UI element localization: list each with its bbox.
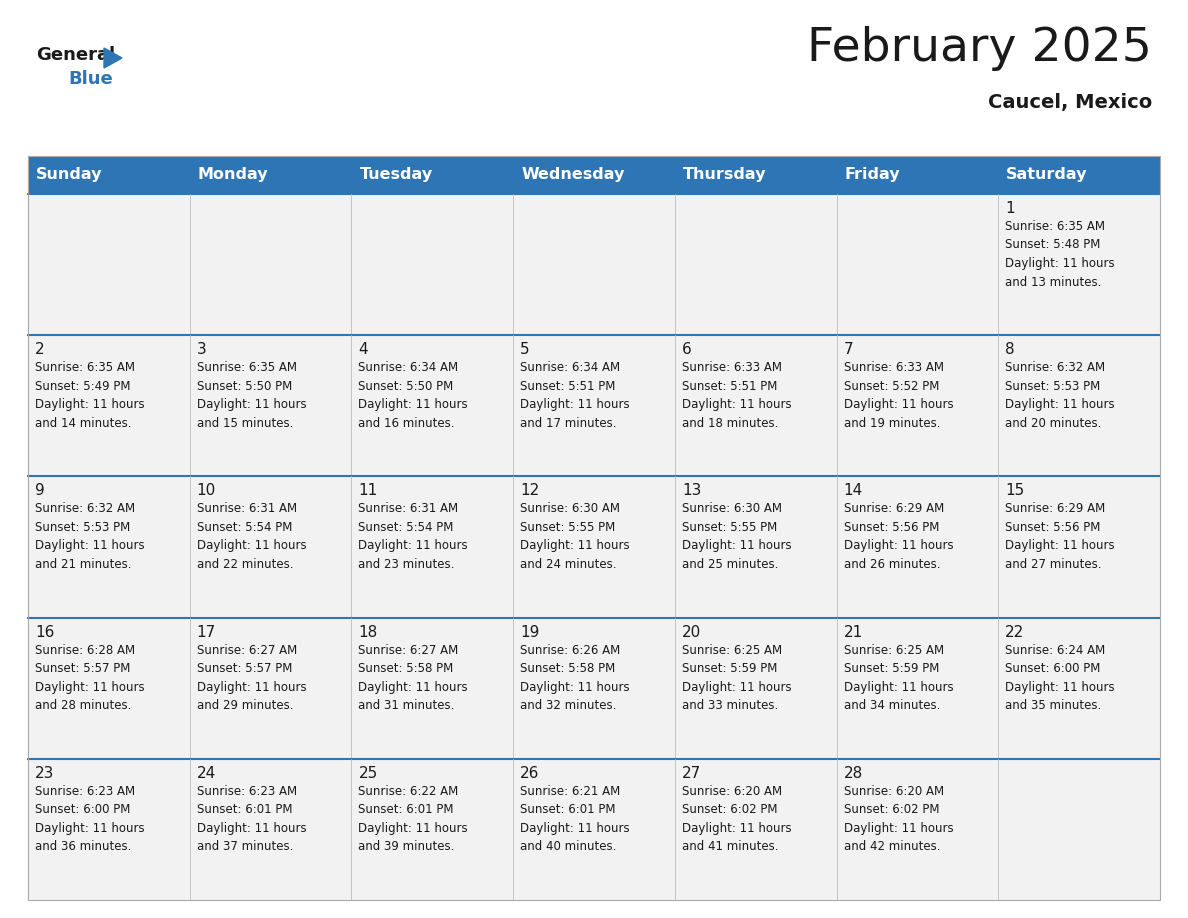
Text: 9: 9	[34, 484, 45, 498]
Text: 19: 19	[520, 624, 539, 640]
Text: 16: 16	[34, 624, 55, 640]
Text: Thursday: Thursday	[683, 167, 766, 183]
Bar	[29, 194, 1159, 335]
Text: Tuesday: Tuesday	[360, 167, 432, 183]
Text: Sunrise: 6:34 AM
Sunset: 5:50 PM
Daylight: 11 hours
and 16 minutes.: Sunrise: 6:34 AM Sunset: 5:50 PM Dayligh…	[359, 361, 468, 430]
Text: Sunrise: 6:27 AM
Sunset: 5:57 PM
Daylight: 11 hours
and 29 minutes.: Sunrise: 6:27 AM Sunset: 5:57 PM Dayligh…	[197, 644, 307, 712]
Text: 7: 7	[843, 342, 853, 357]
Text: 22: 22	[1005, 624, 1024, 640]
Text: February 2025: February 2025	[807, 26, 1152, 71]
Text: Monday: Monday	[197, 167, 268, 183]
Text: Sunrise: 6:33 AM
Sunset: 5:51 PM
Daylight: 11 hours
and 18 minutes.: Sunrise: 6:33 AM Sunset: 5:51 PM Dayligh…	[682, 361, 791, 430]
Text: Saturday: Saturday	[1006, 167, 1088, 183]
Text: Sunrise: 6:25 AM
Sunset: 5:59 PM
Daylight: 11 hours
and 34 minutes.: Sunrise: 6:25 AM Sunset: 5:59 PM Dayligh…	[843, 644, 953, 712]
Text: Sunrise: 6:26 AM
Sunset: 5:58 PM
Daylight: 11 hours
and 32 minutes.: Sunrise: 6:26 AM Sunset: 5:58 PM Dayligh…	[520, 644, 630, 712]
Text: Sunrise: 6:30 AM
Sunset: 5:55 PM
Daylight: 11 hours
and 24 minutes.: Sunrise: 6:30 AM Sunset: 5:55 PM Dayligh…	[520, 502, 630, 571]
Text: 17: 17	[197, 624, 216, 640]
Text: 23: 23	[34, 766, 55, 781]
Bar	[29, 759, 1159, 900]
Text: Sunrise: 6:25 AM
Sunset: 5:59 PM
Daylight: 11 hours
and 33 minutes.: Sunrise: 6:25 AM Sunset: 5:59 PM Dayligh…	[682, 644, 791, 712]
Text: 8: 8	[1005, 342, 1015, 357]
Text: Sunrise: 6:31 AM
Sunset: 5:54 PM
Daylight: 11 hours
and 23 minutes.: Sunrise: 6:31 AM Sunset: 5:54 PM Dayligh…	[359, 502, 468, 571]
Text: 21: 21	[843, 624, 862, 640]
Text: Sunrise: 6:33 AM
Sunset: 5:52 PM
Daylight: 11 hours
and 19 minutes.: Sunrise: 6:33 AM Sunset: 5:52 PM Dayligh…	[843, 361, 953, 430]
Bar	[29, 618, 1159, 759]
Text: 3: 3	[197, 342, 207, 357]
Text: Blue: Blue	[68, 70, 113, 88]
Text: Sunrise: 6:23 AM
Sunset: 6:01 PM
Daylight: 11 hours
and 37 minutes.: Sunrise: 6:23 AM Sunset: 6:01 PM Dayligh…	[197, 785, 307, 854]
Text: Sunrise: 6:32 AM
Sunset: 5:53 PM
Daylight: 11 hours
and 20 minutes.: Sunrise: 6:32 AM Sunset: 5:53 PM Dayligh…	[1005, 361, 1114, 430]
Text: Sunrise: 6:30 AM
Sunset: 5:55 PM
Daylight: 11 hours
and 25 minutes.: Sunrise: 6:30 AM Sunset: 5:55 PM Dayligh…	[682, 502, 791, 571]
Text: 14: 14	[843, 484, 862, 498]
Text: Sunrise: 6:35 AM
Sunset: 5:48 PM
Daylight: 11 hours
and 13 minutes.: Sunrise: 6:35 AM Sunset: 5:48 PM Dayligh…	[1005, 220, 1114, 288]
Text: Sunrise: 6:27 AM
Sunset: 5:58 PM
Daylight: 11 hours
and 31 minutes.: Sunrise: 6:27 AM Sunset: 5:58 PM Dayligh…	[359, 644, 468, 712]
Text: Sunday: Sunday	[36, 167, 102, 183]
Bar	[29, 156, 1159, 900]
Text: Sunrise: 6:20 AM
Sunset: 6:02 PM
Daylight: 11 hours
and 41 minutes.: Sunrise: 6:20 AM Sunset: 6:02 PM Dayligh…	[682, 785, 791, 854]
Text: Sunrise: 6:24 AM
Sunset: 6:00 PM
Daylight: 11 hours
and 35 minutes.: Sunrise: 6:24 AM Sunset: 6:00 PM Dayligh…	[1005, 644, 1114, 712]
Text: 10: 10	[197, 484, 216, 498]
Text: 15: 15	[1005, 484, 1024, 498]
Text: Sunrise: 6:29 AM
Sunset: 5:56 PM
Daylight: 11 hours
and 27 minutes.: Sunrise: 6:29 AM Sunset: 5:56 PM Dayligh…	[1005, 502, 1114, 571]
Text: Sunrise: 6:20 AM
Sunset: 6:02 PM
Daylight: 11 hours
and 42 minutes.: Sunrise: 6:20 AM Sunset: 6:02 PM Dayligh…	[843, 785, 953, 854]
Text: 24: 24	[197, 766, 216, 781]
Text: Sunrise: 6:28 AM
Sunset: 5:57 PM
Daylight: 11 hours
and 28 minutes.: Sunrise: 6:28 AM Sunset: 5:57 PM Dayligh…	[34, 644, 145, 712]
Bar	[29, 156, 1159, 194]
Text: Sunrise: 6:29 AM
Sunset: 5:56 PM
Daylight: 11 hours
and 26 minutes.: Sunrise: 6:29 AM Sunset: 5:56 PM Dayligh…	[843, 502, 953, 571]
Text: Sunrise: 6:22 AM
Sunset: 6:01 PM
Daylight: 11 hours
and 39 minutes.: Sunrise: 6:22 AM Sunset: 6:01 PM Dayligh…	[359, 785, 468, 854]
Text: 27: 27	[682, 766, 701, 781]
Text: Sunrise: 6:35 AM
Sunset: 5:49 PM
Daylight: 11 hours
and 14 minutes.: Sunrise: 6:35 AM Sunset: 5:49 PM Dayligh…	[34, 361, 145, 430]
Text: Sunrise: 6:35 AM
Sunset: 5:50 PM
Daylight: 11 hours
and 15 minutes.: Sunrise: 6:35 AM Sunset: 5:50 PM Dayligh…	[197, 361, 307, 430]
Text: 4: 4	[359, 342, 368, 357]
Text: Sunrise: 6:32 AM
Sunset: 5:53 PM
Daylight: 11 hours
and 21 minutes.: Sunrise: 6:32 AM Sunset: 5:53 PM Dayligh…	[34, 502, 145, 571]
Text: 25: 25	[359, 766, 378, 781]
Text: 18: 18	[359, 624, 378, 640]
Text: 26: 26	[520, 766, 539, 781]
Text: 1: 1	[1005, 201, 1015, 216]
Text: 20: 20	[682, 624, 701, 640]
Text: 2: 2	[34, 342, 45, 357]
Text: Caucel, Mexico: Caucel, Mexico	[987, 93, 1152, 112]
Text: 5: 5	[520, 342, 530, 357]
Bar	[29, 335, 1159, 476]
Text: 28: 28	[843, 766, 862, 781]
Polygon shape	[105, 48, 122, 68]
Text: 11: 11	[359, 484, 378, 498]
Text: Wednesday: Wednesday	[522, 167, 625, 183]
Text: 12: 12	[520, 484, 539, 498]
Text: Sunrise: 6:21 AM
Sunset: 6:01 PM
Daylight: 11 hours
and 40 minutes.: Sunrise: 6:21 AM Sunset: 6:01 PM Dayligh…	[520, 785, 630, 854]
Text: Friday: Friday	[845, 167, 901, 183]
Text: Sunrise: 6:23 AM
Sunset: 6:00 PM
Daylight: 11 hours
and 36 minutes.: Sunrise: 6:23 AM Sunset: 6:00 PM Dayligh…	[34, 785, 145, 854]
Text: Sunrise: 6:31 AM
Sunset: 5:54 PM
Daylight: 11 hours
and 22 minutes.: Sunrise: 6:31 AM Sunset: 5:54 PM Dayligh…	[197, 502, 307, 571]
Text: Sunrise: 6:34 AM
Sunset: 5:51 PM
Daylight: 11 hours
and 17 minutes.: Sunrise: 6:34 AM Sunset: 5:51 PM Dayligh…	[520, 361, 630, 430]
Bar	[29, 476, 1159, 618]
Text: 6: 6	[682, 342, 691, 357]
Text: 13: 13	[682, 484, 701, 498]
Text: General: General	[36, 46, 115, 64]
